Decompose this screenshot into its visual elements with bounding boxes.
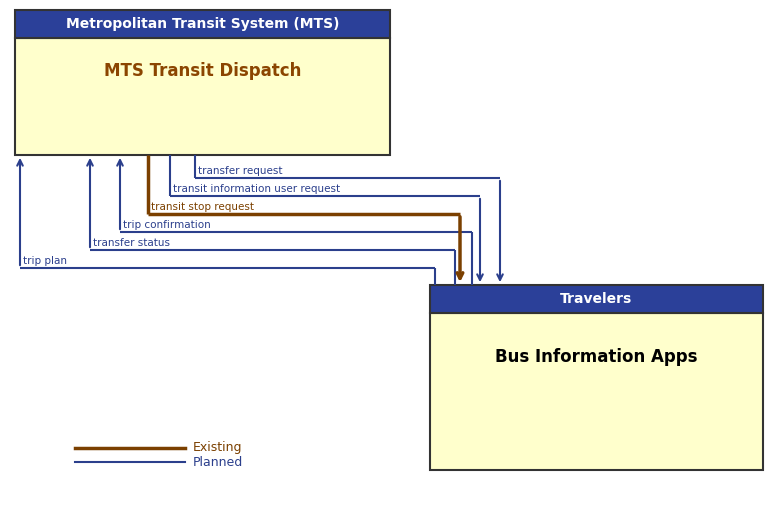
Text: Metropolitan Transit System (MTS): Metropolitan Transit System (MTS) (66, 17, 339, 31)
Bar (15, 10, 390, 38)
Text: Bus Information Apps: Bus Information Apps (496, 348, 698, 366)
Text: transit information user request: transit information user request (173, 184, 340, 194)
Text: Existing: Existing (193, 441, 243, 454)
Bar (15, 38, 390, 155)
Text: Planned: Planned (193, 456, 244, 469)
Text: MTS Transit Dispatch: MTS Transit Dispatch (104, 62, 301, 80)
Text: transfer request: transfer request (198, 166, 283, 176)
Bar (430, 313, 763, 470)
Text: transfer status: transfer status (93, 238, 170, 248)
Text: transit stop request: transit stop request (151, 202, 254, 212)
Bar (430, 285, 763, 313)
Text: trip plan: trip plan (23, 256, 67, 266)
Text: trip confirmation: trip confirmation (123, 220, 211, 230)
Text: Travelers: Travelers (561, 292, 633, 306)
